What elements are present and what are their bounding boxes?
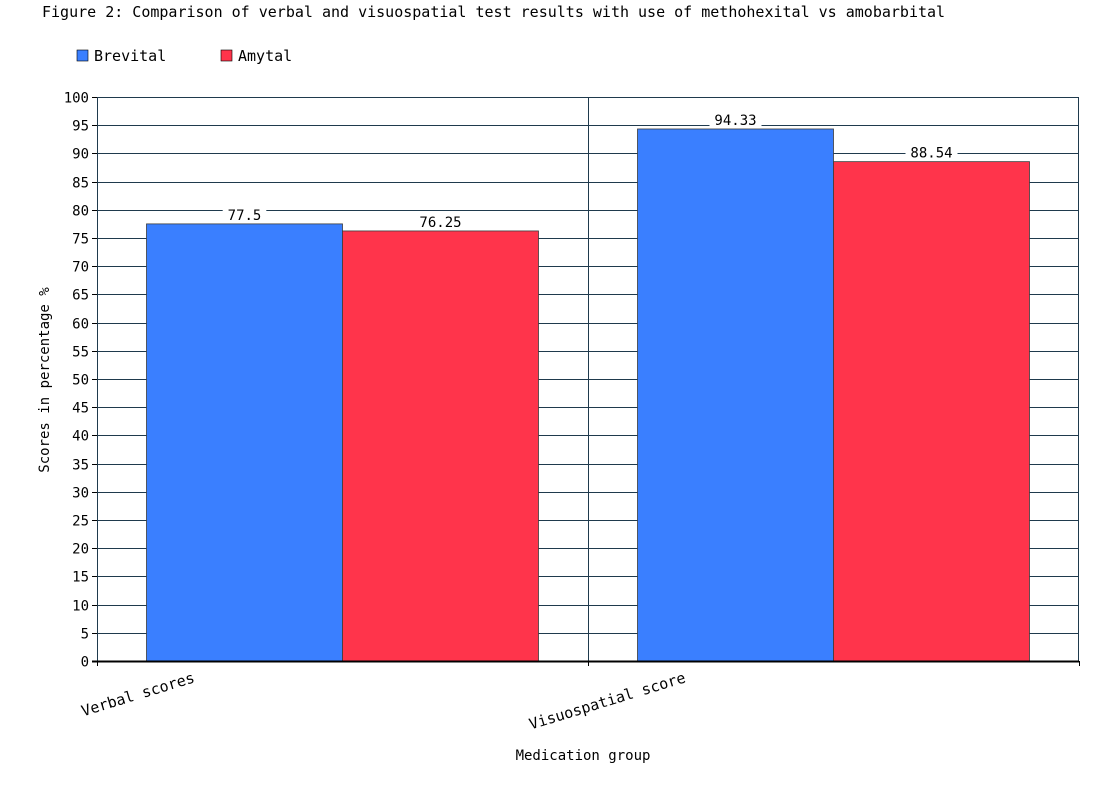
legend-item-amytal: Amytal — [220, 47, 292, 65]
y-tick-label: 20 — [72, 542, 89, 558]
y-tick-label: 55 — [72, 345, 89, 361]
value-label-bg — [222, 206, 267, 223]
value-label: 77.5 — [228, 208, 262, 224]
y-tick-label: 15 — [72, 570, 89, 586]
value-labels: 77.5 76.25 94.33 88.54 — [222, 111, 958, 231]
y-tick-label: 85 — [72, 176, 89, 192]
legend: Brevital Amytal — [76, 47, 292, 65]
chart-title: Figure 2: Comparison of verbal and visuo… — [42, 3, 945, 21]
y-tick-label: 30 — [72, 486, 89, 502]
bar-brevital-1 — [146, 223, 343, 662]
y-axis-title: Scores in percentage % — [37, 287, 53, 473]
x-axis-title: Medication group — [516, 748, 651, 764]
bar-amytal-1 — [342, 230, 539, 662]
y-tick-label: 60 — [72, 317, 89, 333]
legend-label: Amytal — [238, 47, 292, 65]
y-tick-label: 80 — [72, 204, 89, 220]
y-tick-label: 65 — [72, 288, 89, 304]
legend-label: Brevital — [94, 47, 166, 65]
legend-swatch — [220, 49, 233, 62]
bar-brevital-2 — [637, 128, 834, 662]
y-tick-label: 10 — [72, 599, 89, 615]
category-labels: Verbal scores Visuospatial score — [79, 669, 688, 734]
legend-swatch — [76, 49, 89, 62]
value-label-bg — [709, 111, 762, 128]
y-tick-label: 0 — [81, 655, 89, 671]
category-label: Visuospatial score — [527, 669, 688, 734]
axes: 0 5 10 15 20 25 30 35 40 45 50 55 60 65 70 75 80 85 90 95 10… — [64, 91, 1080, 671]
value-label: 94.33 — [714, 113, 756, 129]
category-label: Verbal scores — [79, 669, 197, 721]
y-tick-label: 5 — [81, 627, 89, 643]
y-tick-label: 75 — [72, 232, 89, 248]
y-tick-label: 70 — [72, 260, 89, 276]
y-tick-label: 100 — [64, 91, 89, 107]
bars — [146, 128, 1030, 662]
legend-item-brevital: Brevital — [76, 47, 166, 65]
y-tick-label: 45 — [72, 401, 89, 417]
value-label: 76.25 — [419, 215, 461, 231]
y-tick-label: 95 — [72, 119, 89, 135]
y-tick-label: 35 — [72, 458, 89, 474]
y-tick-label: 40 — [72, 429, 89, 445]
value-label-bg — [905, 144, 958, 161]
y-tick-label: 25 — [72, 514, 89, 530]
value-label-bg — [414, 213, 467, 230]
value-label: 88.54 — [910, 146, 952, 162]
y-tick-label: 50 — [72, 373, 89, 389]
bar-amytal-2 — [833, 161, 1030, 662]
y-tick-label: 90 — [72, 147, 89, 163]
